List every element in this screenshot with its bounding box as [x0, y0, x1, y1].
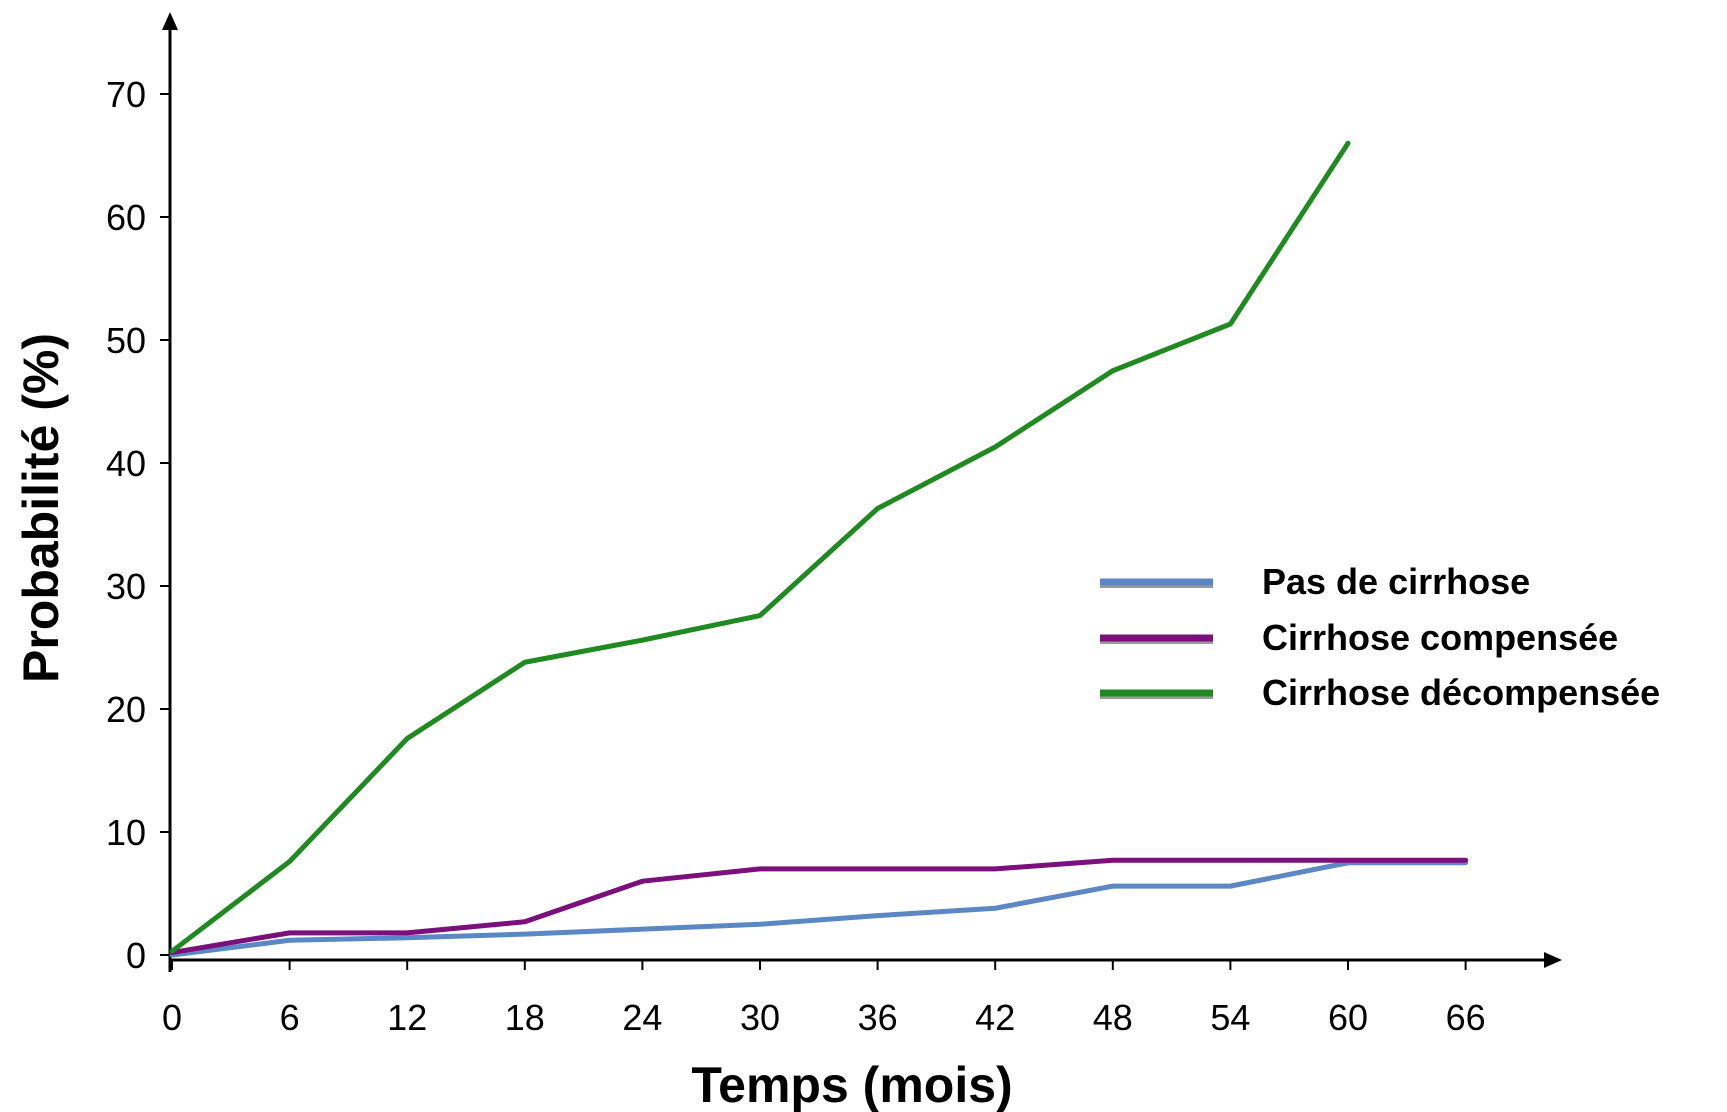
- x-tick-label: 54: [1210, 997, 1250, 1038]
- x-ticks: 0 6 12 18 24 30 36 42 48 54 60 66: [162, 960, 1486, 1038]
- x-tick-label: 66: [1446, 997, 1486, 1038]
- x-tick-label: 12: [387, 997, 427, 1038]
- x-tick-label: 18: [505, 997, 545, 1038]
- x-tick-label: 0: [162, 997, 182, 1038]
- x-axis-title: Temps (mois): [691, 1057, 1012, 1112]
- y-tick-label: 30: [106, 566, 146, 607]
- legend-label: Pas de cirrhose: [1262, 561, 1530, 602]
- x-tick-label: 48: [1093, 997, 1133, 1038]
- y-tick-label: 10: [106, 812, 146, 853]
- series-line: [169, 140, 1351, 954]
- legend-label: Cirrhose compensée: [1262, 617, 1618, 658]
- axes: [162, 12, 1562, 972]
- y-axis-arrow: [162, 12, 178, 30]
- y-tick-label: 40: [106, 443, 146, 484]
- legend: Pas de cirrhose Cirrhose compensée Cirrhos…: [1100, 561, 1660, 713]
- x-tick-label: 30: [740, 997, 780, 1038]
- y-tick-label: 60: [106, 197, 146, 238]
- x-tick-label: 60: [1328, 997, 1368, 1038]
- y-ticks: 0 10 20 30 40 50 60 70: [106, 74, 170, 976]
- x-tick-label: 6: [280, 997, 300, 1038]
- series-lines: [169, 140, 1469, 958]
- x-tick-label: 42: [975, 997, 1015, 1038]
- y-tick-label: 70: [106, 74, 146, 115]
- y-tick-label: 50: [106, 320, 146, 361]
- x-tick-label: 24: [622, 997, 662, 1038]
- x-tick-label: 36: [858, 997, 898, 1038]
- y-axis-title: Probabilité (%): [13, 333, 69, 683]
- y-tick-label: 20: [106, 689, 146, 730]
- legend-label: Cirrhose décompensée: [1262, 672, 1660, 713]
- y-tick-label: 0: [126, 935, 146, 976]
- series-line: [169, 860, 1469, 958]
- series-line: [169, 857, 1469, 956]
- x-axis-arrow: [1544, 952, 1562, 968]
